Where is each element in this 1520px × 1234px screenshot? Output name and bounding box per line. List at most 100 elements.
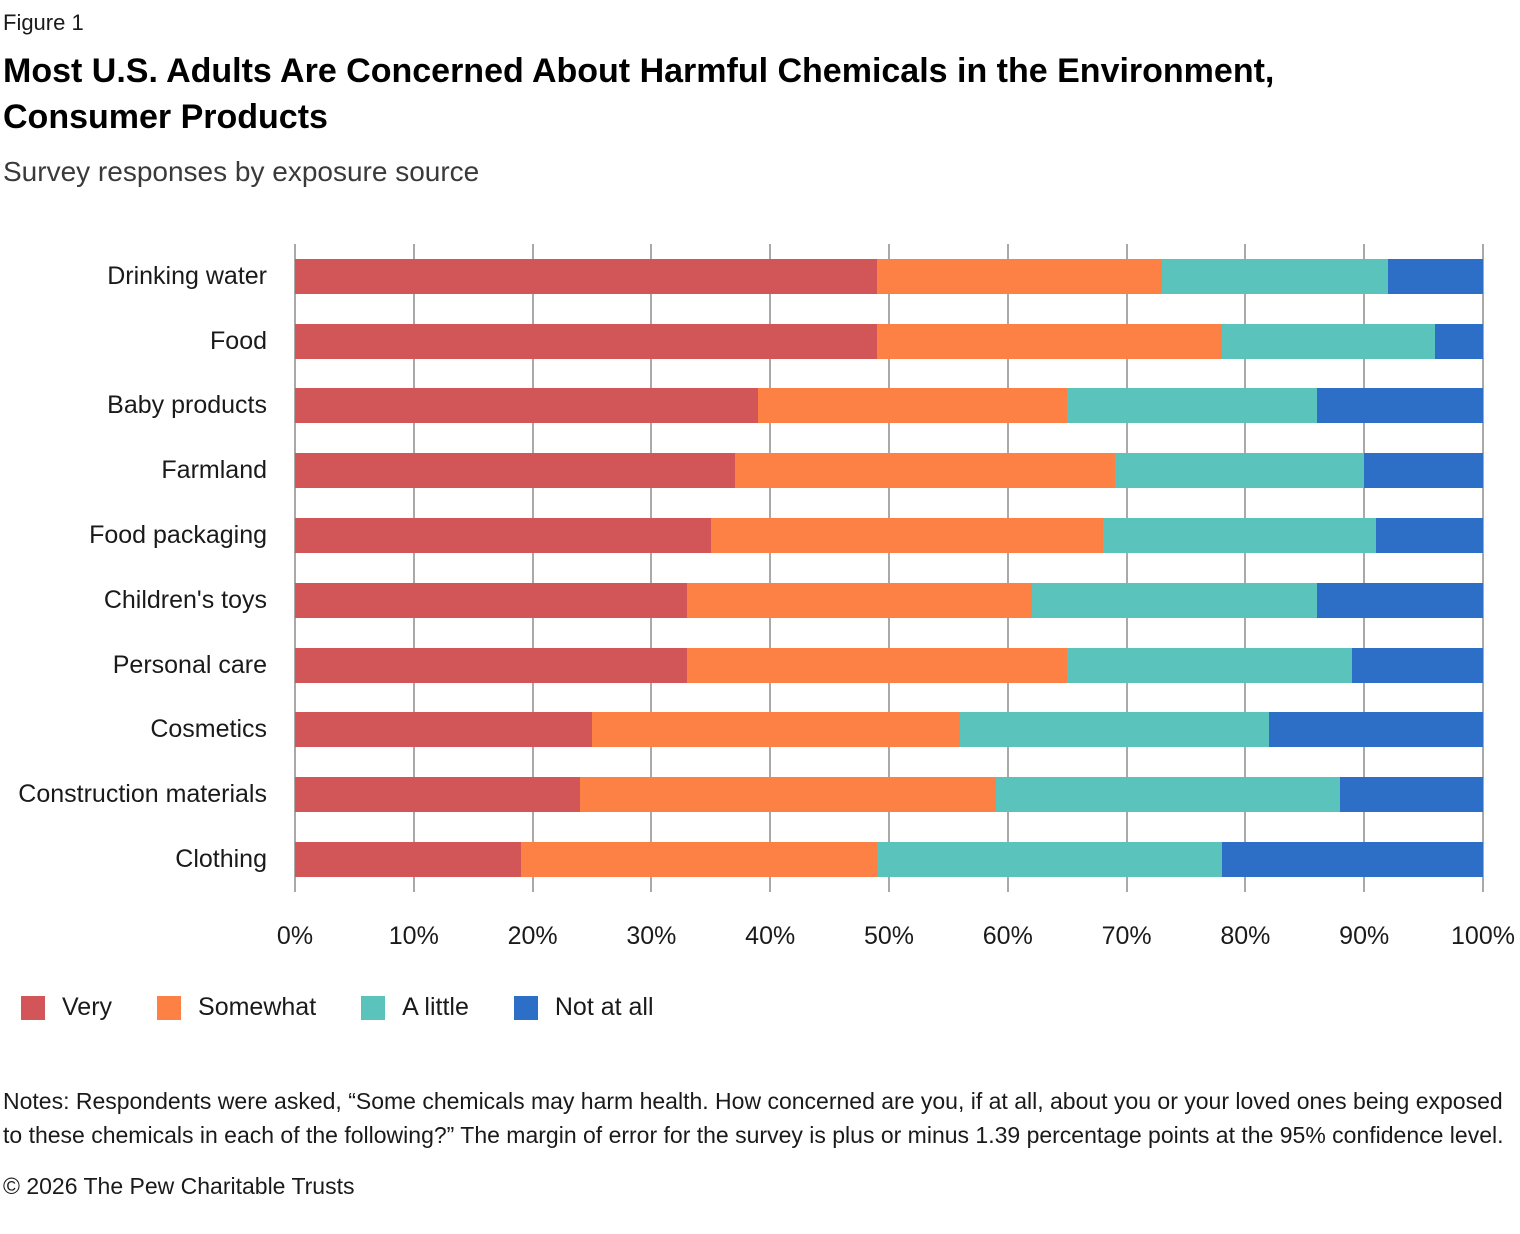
bar-segment-a-little — [960, 712, 1270, 748]
bar-segment-very — [295, 842, 521, 878]
stacked-bar-chart: Drinking water Food Baby products Farmland F… — [3, 244, 1517, 1022]
chart-title-line1: Most U.S. Adults Are Concerned About Har… — [3, 52, 1275, 90]
bar-rows: Drinking water Food Baby products Farmland F… — [3, 244, 1517, 892]
category-label: Drinking water — [107, 261, 267, 290]
legend-swatch — [361, 995, 386, 1020]
bar-segment-somewhat — [520, 842, 878, 878]
bar-row: Baby products — [3, 374, 1517, 439]
legend-label: A little — [402, 993, 469, 1022]
legend-label: Very — [62, 993, 113, 1022]
bar-segment-somewhat — [687, 647, 1068, 683]
gridline — [888, 244, 890, 892]
bar-segment-very — [295, 712, 592, 748]
bar-segment-a-little — [1221, 323, 1436, 359]
bar-segment-very — [295, 777, 581, 813]
gridline — [1006, 244, 1009, 892]
bar-track — [295, 323, 1483, 359]
gridline — [1244, 244, 1247, 892]
category-label: Baby products — [107, 391, 267, 420]
bar-segment-somewhat — [687, 582, 1032, 618]
bar-segment-not-at-all — [1387, 258, 1483, 294]
bar-track — [295, 453, 1483, 489]
category-label: Farmland — [161, 456, 267, 485]
bar-segment-a-little — [1162, 258, 1388, 294]
bar-segment-not-at-all — [1364, 453, 1483, 489]
legend-swatch — [21, 995, 45, 1020]
bar-track — [295, 712, 1483, 748]
bar-segment-a-little — [1067, 647, 1353, 683]
bar-segment-not-at-all — [1316, 388, 1483, 424]
bar-segment-very — [295, 647, 688, 683]
x-tick-label: 60% — [982, 921, 1033, 950]
bar-row: Cosmetics — [3, 698, 1517, 763]
legend-swatch — [157, 995, 182, 1020]
gridline — [1125, 244, 1128, 892]
bar-row: Food packaging — [3, 503, 1517, 568]
chart-title: Most U.S. Adults Are Concerned About Har… — [3, 48, 1520, 140]
x-axis: 0% 10% 20% 30% 40% 50% 60% 70% 80% 90% 100% — [277, 921, 1515, 952]
category-label: Construction materials — [18, 780, 267, 809]
bar-segment-a-little — [995, 777, 1341, 813]
bar-segment-very — [295, 453, 735, 489]
bar-row: Food — [3, 309, 1517, 374]
bar-segment-somewhat — [734, 453, 1115, 489]
copyright: © 2026 The Pew Charitable Trusts — [3, 1172, 355, 1199]
bar-segment-not-at-all — [1221, 842, 1483, 878]
x-tick-label: 30% — [626, 921, 677, 950]
x-tick-label: 0% — [276, 921, 314, 950]
category-label: Food — [210, 326, 267, 355]
x-tick-label: 80% — [1220, 921, 1271, 950]
category-label: Cosmetics — [150, 715, 267, 744]
bar-row: Children's toys — [3, 568, 1517, 633]
category-label: Children's toys — [103, 585, 267, 614]
bar-row: Construction materials — [3, 762, 1517, 827]
bar-track — [295, 518, 1483, 554]
bar-segment-very — [295, 388, 759, 424]
bar-segment-not-at-all — [1269, 712, 1483, 748]
x-tick-label: 10% — [388, 921, 439, 950]
legend-item: A little — [361, 993, 469, 1022]
chart-subtitle: Survey responses by exposure source — [3, 156, 480, 187]
bar-segment-somewhat — [758, 388, 1068, 424]
bar-segment-not-at-all — [1316, 582, 1483, 618]
legend-label: Somewhat — [198, 993, 317, 1022]
bar-segment-somewhat — [592, 712, 961, 748]
gridline — [1482, 244, 1484, 892]
bar-segment-somewhat — [580, 777, 996, 813]
bar-track — [295, 777, 1483, 813]
x-tick-label: 20% — [507, 921, 558, 950]
gridline — [294, 244, 296, 892]
bar-segment-somewhat — [877, 258, 1163, 294]
bar-segment-somewhat — [710, 518, 1103, 554]
gridline — [769, 244, 772, 892]
gridline — [1363, 244, 1366, 892]
gridline — [531, 244, 534, 892]
category-label: Clothing — [175, 845, 267, 874]
bar-row: Clothing — [3, 827, 1517, 892]
legend-item: Not at all — [513, 993, 654, 1022]
figure-label: Figure 1 — [3, 10, 84, 35]
bar-segment-somewhat — [877, 323, 1222, 359]
bar-segment-not-at-all — [1352, 647, 1483, 683]
notes: Notes: Respondents were asked, “Some che… — [3, 1087, 1504, 1148]
legend-item: Very — [21, 993, 112, 1022]
bar-track — [295, 258, 1483, 294]
category-label: Food packaging — [89, 521, 267, 550]
category-label: Personal care — [112, 650, 267, 679]
x-tick-label: 70% — [1101, 921, 1152, 950]
legend-swatch — [513, 995, 538, 1020]
bar-segment-very — [295, 518, 711, 554]
bar-track — [295, 388, 1483, 424]
bar-track — [295, 842, 1483, 878]
bar-segment-not-at-all — [1435, 323, 1483, 359]
bar-track — [295, 582, 1483, 618]
gridline — [650, 244, 653, 892]
bar-segment-very — [295, 258, 878, 294]
bar-row: Farmland — [3, 438, 1517, 503]
bar-row: Personal care — [3, 633, 1517, 698]
x-tick-label: 90% — [1339, 921, 1390, 950]
x-tick-label: 50% — [863, 921, 915, 950]
bar-segment-not-at-all — [1376, 518, 1483, 554]
bar-segment-very — [295, 323, 878, 359]
chart-title-line2: Consumer Products — [3, 98, 328, 136]
